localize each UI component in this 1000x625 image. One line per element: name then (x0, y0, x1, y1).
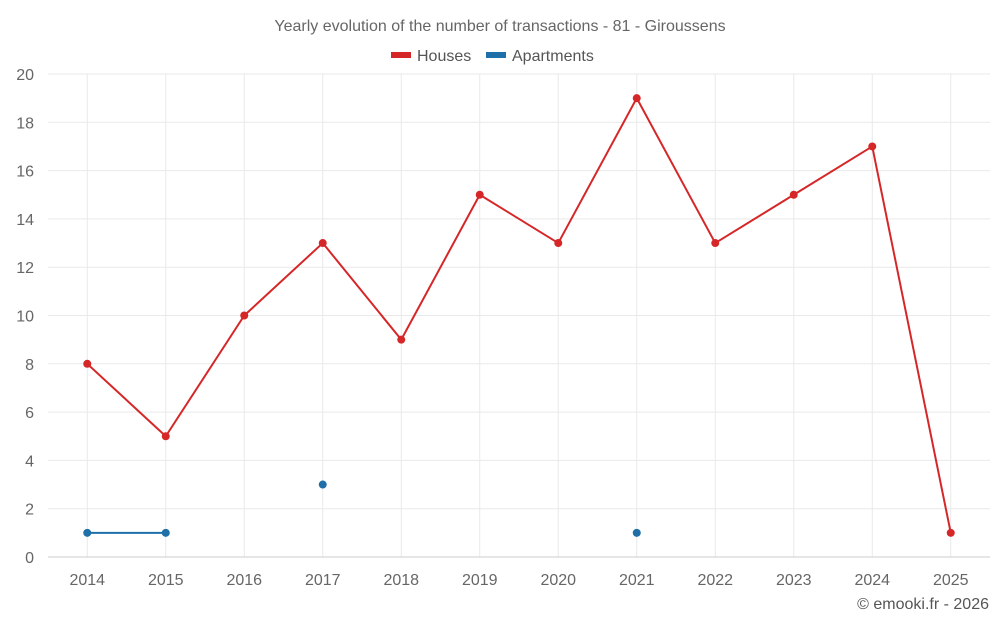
x-tick-label: 2015 (148, 572, 184, 589)
axes: 0 2 4 6 8 10 12 14 16 18 20 2014 2015 2016 2017 2018 201… (16, 67, 990, 589)
data-point-houses[interactable] (240, 311, 249, 320)
y-tick-label: 8 (25, 357, 34, 374)
credit-text: © emooki.fr - 2026 (857, 596, 989, 613)
x-tick-label: 2025 (933, 572, 969, 589)
y-tick-label: 12 (16, 260, 34, 277)
y-tick-label: 10 (16, 309, 34, 326)
series-line-houses (86, 97, 952, 534)
y-tick-label: 6 (25, 405, 34, 422)
x-tick-label: 2024 (854, 572, 890, 589)
data-point-houses[interactable] (946, 528, 955, 537)
legend-label-apartments: Apartments (512, 48, 594, 65)
data-point-houses[interactable] (632, 94, 641, 103)
series (83, 94, 955, 537)
data-point-houses[interactable] (554, 239, 563, 248)
x-tick-label: 2022 (697, 572, 733, 589)
legend-swatch-houses (391, 52, 411, 58)
data-point-houses[interactable] (475, 190, 484, 199)
legend-swatch-apartments (486, 52, 506, 58)
data-point-houses[interactable] (83, 359, 92, 368)
x-tick-label: 2020 (540, 572, 576, 589)
x-tick-label: 2016 (226, 572, 262, 589)
y-tick-label: 0 (25, 550, 34, 567)
data-point-apartments[interactable] (83, 528, 92, 537)
y-tick-label: 4 (25, 453, 34, 470)
y-tick-label: 18 (16, 115, 34, 132)
chart-title: Yearly evolution of the number of transa… (274, 18, 725, 35)
x-tick-label: 2021 (619, 572, 655, 589)
x-tick-label: 2018 (383, 572, 419, 589)
x-tick-label: 2019 (462, 572, 498, 589)
y-tick-label: 2 (25, 502, 34, 519)
data-point-houses[interactable] (318, 239, 327, 248)
y-tick-label: 14 (16, 212, 34, 229)
series-apartments (83, 480, 641, 537)
y-tick-label: 16 (16, 164, 34, 181)
legend-item-apartments[interactable]: Apartments (486, 48, 594, 65)
data-point-houses[interactable] (161, 432, 170, 441)
series-houses (83, 94, 955, 537)
gridlines (48, 73, 990, 557)
data-point-houses[interactable] (868, 142, 877, 151)
x-tick-label: 2023 (776, 572, 812, 589)
data-point-apartments[interactable] (161, 528, 170, 537)
x-tick-label: 2017 (305, 572, 341, 589)
data-point-houses[interactable] (397, 335, 406, 344)
data-point-apartments[interactable] (632, 528, 641, 537)
y-tick-label: 20 (16, 67, 34, 84)
legend-label-houses: Houses (417, 48, 471, 65)
data-point-apartments[interactable] (318, 480, 327, 489)
x-tick-label: 2014 (69, 572, 105, 589)
data-point-houses[interactable] (789, 190, 798, 199)
legend: Houses Apartments (391, 48, 594, 65)
data-point-houses[interactable] (711, 239, 720, 248)
legend-item-houses[interactable]: Houses (391, 48, 471, 65)
